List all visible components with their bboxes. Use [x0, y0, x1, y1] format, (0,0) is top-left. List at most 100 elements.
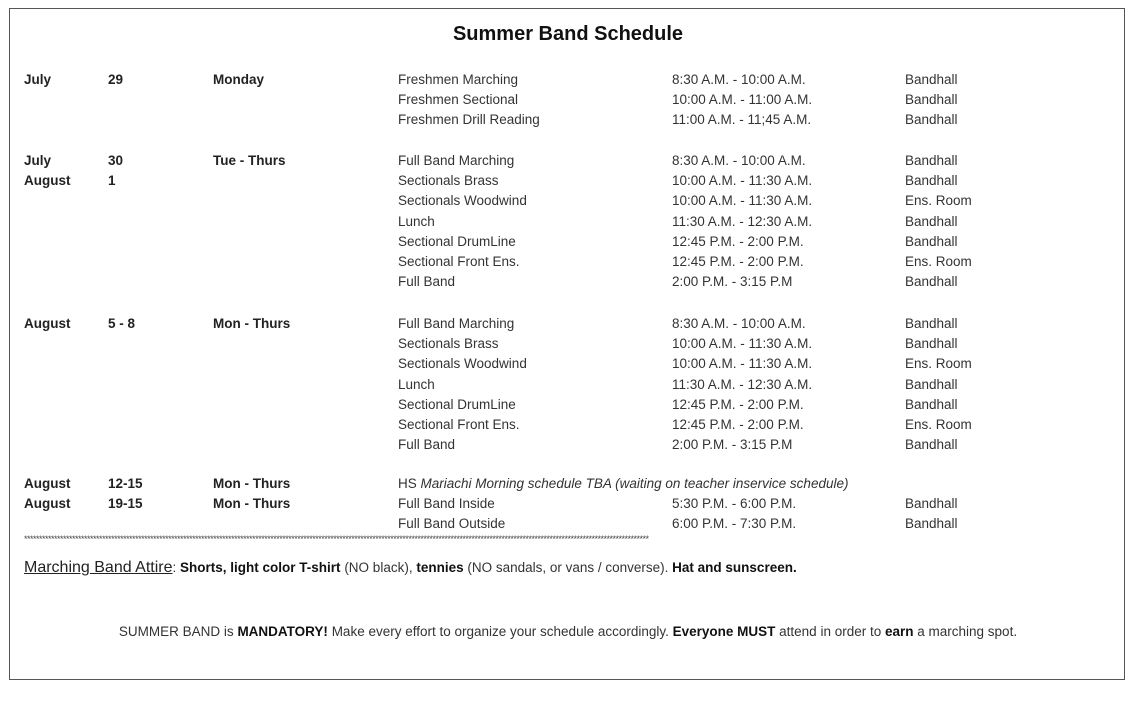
location-cell: Bandhall — [905, 92, 958, 108]
month-cell: August — [24, 173, 71, 189]
attire-label: Marching Band Attire — [24, 559, 173, 576]
schedule-row: Full Band 2:00 P.M. - 3:15 P.M Bandhall — [0, 435, 1136, 455]
text-segment: (NO black), — [340, 560, 417, 575]
schedule-row: Lunch 11:30 A.M. - 12:30 A.M. Bandhall — [0, 375, 1136, 395]
attire-paragraph: Marching Band Attire: Shorts, light colo… — [24, 556, 1114, 580]
location-cell: Bandhall — [905, 396, 958, 412]
note-italic: Mariachi Morning schedule TBA (waiting o… — [420, 476, 849, 491]
activity-cell: Sectional DrumLine — [398, 396, 516, 412]
day-cell: 30 — [108, 153, 124, 168]
activity-cell: Full Band Marching — [398, 153, 515, 168]
location-cell: Bandhall — [905, 516, 958, 532]
weekday-cell: Mon - Thurs — [213, 476, 291, 491]
time-cell: 10:00 A.M. - 11:00 A.M. — [672, 92, 813, 108]
location-cell: Ens. Room — [905, 193, 972, 209]
location-cell: Bandhall — [905, 233, 958, 249]
activity-cell: Freshmen Drill Reading — [398, 112, 540, 128]
schedule-row: Sectional DrumLine 12:45 P.M. - 2:00 P.M.… — [0, 395, 1136, 415]
location-cell: Bandhall — [905, 112, 958, 128]
weekday-cell: Mon - Thurs — [213, 316, 291, 331]
schedule-row: Sectionals Brass 10:00 A.M. - 11:30 A.M. B… — [0, 334, 1136, 354]
text-segment: earn — [884, 624, 914, 639]
day-cell: 1 — [108, 173, 116, 189]
activity-cell: Sectional DrumLine — [398, 233, 516, 249]
schedule-row: August 1 Sectionals Brass 10:00 A.M. - 11:3… — [0, 171, 1136, 191]
month-cell: August — [24, 316, 71, 331]
activity-cell: Sectional Front Ens. — [398, 417, 520, 432]
text-segment: tennies — [416, 560, 464, 575]
location-cell: Bandhall — [905, 173, 958, 189]
time-cell: 10:00 A.M. - 11:30 A.M. — [672, 356, 813, 372]
page-title: Summer Band Schedule — [452, 23, 684, 45]
text-segment: MANDATORY! — [237, 624, 328, 639]
schedule-row: Sectional Front Ens. 12:45 P.M. - 2:00 P.… — [0, 252, 1136, 272]
time-cell: 11:30 A.M. - 12:30 A.M. — [672, 213, 813, 229]
location-cell: Ens. Room — [905, 356, 972, 372]
activity-cell: Lunch — [398, 376, 435, 392]
time-cell: 12:45 P.M. - 2:00 P.M. — [672, 417, 804, 432]
weekday-cell: Monday — [213, 72, 265, 87]
schedule-row: August 12-15 Mon - Thurs HS Mariachi Mornin… — [0, 474, 1136, 494]
tba-note: HS Mariachi Morning schedule TBA (waitin… — [398, 474, 848, 494]
activity-cell: Full Band — [398, 437, 456, 453]
text-segment: Hat and sunscreen. — [672, 560, 797, 575]
time-cell: 2:00 P.M. - 3:15 P.M — [672, 274, 793, 290]
month-cell: August — [24, 496, 71, 512]
month-cell: August — [24, 476, 71, 491]
time-cell: 2:00 P.M. - 3:15 P.M — [672, 437, 793, 453]
text-segment: a marching spot. — [913, 624, 1018, 639]
time-cell: 6:00 P.M. - 7:30 P.M. — [672, 516, 797, 532]
activity-cell: Freshmen Sectional — [398, 92, 519, 108]
time-cell: 8:30 A.M. - 10:00 A.M. — [672, 316, 806, 331]
time-cell: 12:45 P.M. - 2:00 P.M. — [672, 396, 804, 412]
activity-cell: Full Band — [398, 274, 456, 290]
location-cell: Bandhall — [905, 72, 958, 87]
day-cell: 19-15 — [108, 496, 143, 512]
text-segment: attend in order to — [775, 624, 885, 639]
location-cell: Bandhall — [905, 153, 958, 168]
weekday-cell: Tue - Thurs — [213, 153, 286, 168]
location-cell: Bandhall — [905, 496, 958, 512]
time-cell: 8:30 A.M. - 10:00 A.M. — [672, 153, 806, 168]
day-cell: 12-15 — [108, 476, 143, 491]
text-segment: Make every effort to organize your sched… — [327, 624, 673, 639]
schedule-row: Sectionals Woodwind 10:00 A.M. - 11:30 A.… — [0, 354, 1136, 374]
location-cell: Ens. Room — [905, 254, 972, 269]
month-cell: July — [24, 153, 52, 168]
location-cell: Bandhall — [905, 316, 958, 331]
text-segment: Everyone MUST — [672, 624, 776, 639]
day-cell: 29 — [108, 72, 124, 87]
time-cell: 8:30 A.M. - 10:00 A.M. — [672, 72, 806, 87]
schedule-row: July 30 Tue - Thurs Full Band Marching 8:30 … — [0, 151, 1136, 171]
schedule-row: Lunch 11:30 A.M. - 12:30 A.M. Bandhall — [0, 212, 1136, 232]
schedule-row: Sectional DrumLine 12:45 P.M. - 2:00 P.M.… — [0, 232, 1136, 252]
location-cell: Bandhall — [905, 274, 958, 290]
schedule-row: Freshmen Sectional 10:00 A.M. - 11:00 A.M… — [0, 90, 1136, 110]
schedule-row: Freshmen Drill Reading 11:00 A.M. - 11;45… — [0, 110, 1136, 130]
time-cell: 10:00 A.M. - 11:30 A.M. — [672, 173, 813, 189]
text-segment: SUMMER BAND is — [118, 624, 238, 639]
activity-cell: Full Band Outside — [398, 516, 506, 532]
schedule-frame — [9, 8, 1125, 680]
time-cell: 11:30 A.M. - 12:30 A.M. — [672, 376, 813, 392]
time-cell: 12:45 P.M. - 2:00 P.M. — [672, 233, 804, 249]
time-cell: 5:30 P.M. - 6:00 P.M. — [672, 496, 797, 512]
location-cell: Bandhall — [905, 336, 958, 352]
schedule-row: August 19-15 Mon - Thurs Full Band Inside 5:… — [0, 494, 1136, 514]
location-cell: Bandhall — [905, 437, 958, 453]
activity-cell: Freshmen Marching — [398, 72, 519, 87]
schedule-row: Sectionals Woodwind 10:00 A.M. - 11:30 A.… — [0, 191, 1136, 211]
note-prefix: HS — [398, 476, 421, 491]
activity-cell: Full Band Marching — [398, 316, 515, 331]
activity-cell: Sectionals Woodwind — [398, 356, 527, 372]
text-segment: : — [172, 560, 181, 575]
schedule-row: July 29 Monday Freshmen Marching 8:30 A.M. -… — [0, 70, 1136, 90]
text-segment: (NO sandals, or vans / converse). — [463, 560, 673, 575]
activity-cell: Sectional Front Ens. — [398, 254, 520, 269]
activity-cell: Full Band Inside — [398, 496, 495, 512]
schedule-row: Sectional Front Ens. 12:45 P.M. - 2:00 P.… — [0, 415, 1136, 435]
day-cell: 5 - 8 — [108, 316, 136, 331]
location-cell: Bandhall — [905, 376, 958, 392]
schedule-row: August 5 - 8 Mon - Thurs Full Band Marching… — [0, 314, 1136, 334]
separator-line: ****************************************… — [24, 534, 649, 544]
